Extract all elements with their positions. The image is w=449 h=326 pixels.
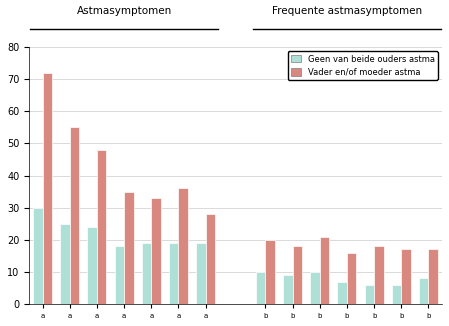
Bar <box>392 285 401 304</box>
Bar <box>206 214 215 304</box>
Bar <box>151 198 161 304</box>
Bar <box>401 249 411 304</box>
Bar <box>310 272 320 304</box>
Bar <box>88 227 97 304</box>
Bar <box>60 224 70 304</box>
Text: Frequente astmasymptomen: Frequente astmasymptomen <box>272 6 422 16</box>
Legend: Geen van beide ouders astma, Vader en/of moeder astma: Geen van beide ouders astma, Vader en/of… <box>287 51 438 80</box>
Bar <box>374 246 383 304</box>
Bar <box>70 127 79 304</box>
Bar <box>179 188 188 304</box>
Bar <box>293 246 302 304</box>
Bar <box>419 278 428 304</box>
Bar <box>43 73 52 304</box>
Bar <box>169 243 179 304</box>
Text: Astmasymptomen: Astmasymptomen <box>76 6 172 16</box>
Bar <box>33 208 43 304</box>
Bar <box>347 253 357 304</box>
Bar <box>320 237 329 304</box>
Bar <box>142 243 151 304</box>
Bar <box>256 272 265 304</box>
Bar <box>114 246 124 304</box>
Bar <box>97 150 106 304</box>
Bar <box>428 249 438 304</box>
Bar <box>283 275 293 304</box>
Bar <box>196 243 206 304</box>
Bar <box>124 192 134 304</box>
Bar <box>265 240 275 304</box>
Bar <box>338 282 347 304</box>
Bar <box>365 285 374 304</box>
